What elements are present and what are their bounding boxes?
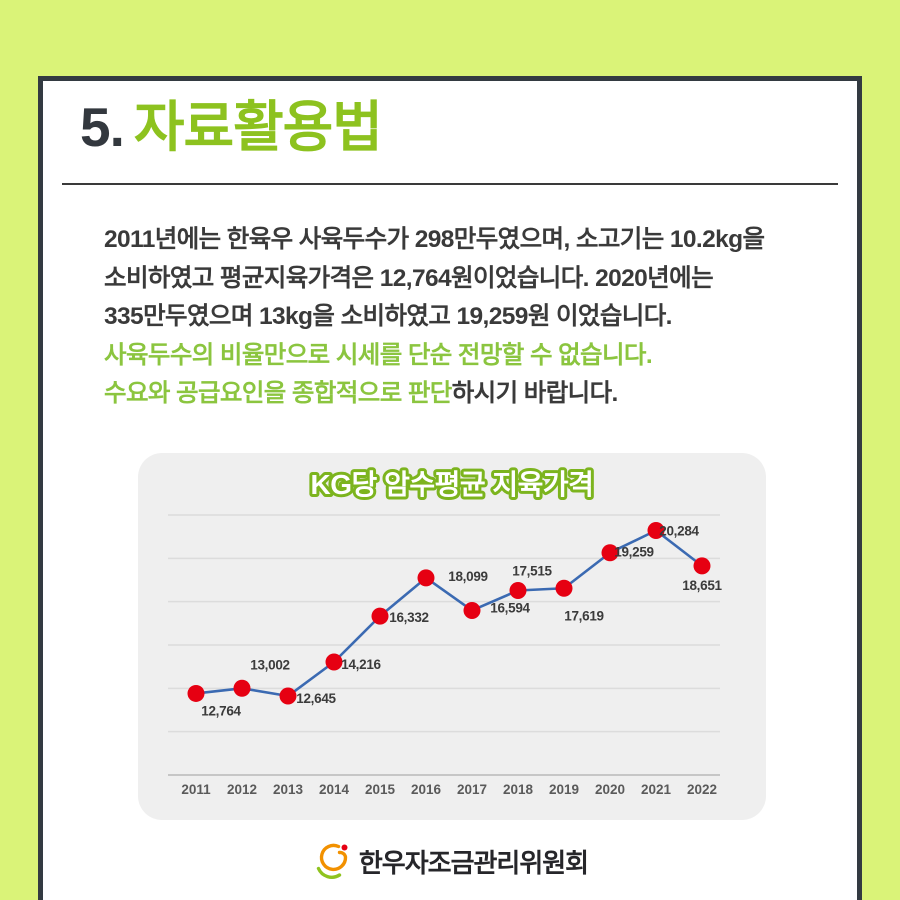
- price-line-chart: 2011 2012 2013 2014 2015 2016 2017 2018 2019 2020…: [168, 466, 723, 797]
- value-label-2018: 17,515: [512, 564, 552, 579]
- x-tick-2020: 2020: [595, 782, 625, 797]
- content-card: 5. 자료활용법 2011년에는 한육우 사육두수가 298만두였으며, 소고기는…: [38, 76, 862, 900]
- x-tick-2013: 2013: [273, 782, 304, 797]
- data-point-2014: [325, 653, 343, 671]
- x-tick-2018: 2018: [503, 782, 534, 797]
- value-label-2019: 17,619: [564, 608, 604, 623]
- paragraph-line-5-rest: 하시기 바랍니다.: [451, 380, 619, 408]
- hanwoo-emblem-icon: [316, 843, 348, 879]
- value-label-2015: 16,332: [389, 610, 429, 625]
- body-paragraph: 2011년에는 한육우 사육두수가 298만두였으며, 소고기는 10.2kg을…: [104, 221, 834, 414]
- x-tick-2011: 2011: [181, 782, 211, 797]
- data-point-2012: [233, 679, 251, 697]
- x-tick-2015: 2015: [365, 782, 396, 797]
- price-chart-panel: 2011 2012 2013 2014 2015 2016 2017 2018 2019 2020…: [138, 453, 766, 820]
- data-point-2019: [555, 579, 573, 597]
- value-label-2016: 18,099: [448, 569, 488, 584]
- value-label-2017: 16,594: [490, 600, 530, 615]
- value-label-2012: 13,002: [250, 657, 290, 672]
- data-point-2016: [417, 569, 435, 587]
- data-point-2017: [463, 601, 481, 619]
- page-title-text: 자료활용법: [133, 96, 383, 158]
- title-divider: [62, 183, 838, 185]
- paragraph-line-4-highlight: 사육두수의 비율만으로 시세를 단순 전망할 수 없습니다.: [104, 341, 653, 369]
- x-tick-2017: 2017: [457, 782, 487, 797]
- chart-gridlines: [168, 514, 720, 776]
- x-tick-2019: 2019: [549, 782, 579, 797]
- value-label-2022: 18,651: [682, 578, 722, 593]
- paragraph-line-3: 335만두였으며 13kg을 소비하였고 19,259원 이었습니다.: [104, 303, 672, 331]
- chart-x-axis-labels: 2011 2012 2013 2014 2015 2016 2017 2018 2019 2020…: [181, 782, 717, 797]
- chart-value-labels: 12,764 13,002 12,645 14,216 16,332 18,099 16,5…: [201, 524, 723, 719]
- x-tick-2022: 2022: [687, 782, 717, 797]
- data-point-2020: [601, 544, 619, 562]
- value-label-2013: 12,645: [296, 691, 336, 706]
- value-label-2020: 19,259: [614, 545, 654, 560]
- paragraph-line-5-highlight: 수요와 공급요인을 종합적으로 판단: [104, 380, 452, 408]
- page-title: 5. 자료활용법: [80, 95, 383, 159]
- data-point-2022: [693, 557, 711, 575]
- data-point-2013: [279, 687, 297, 705]
- logo-red-dot: [341, 844, 348, 851]
- data-point-2015: [371, 607, 389, 625]
- x-tick-2021: 2021: [641, 782, 672, 797]
- data-point-2011: [187, 684, 205, 702]
- paragraph-line-1: 2011년에는 한육우 사육두수가 298만두였으며, 소고기는 10.2kg을: [104, 226, 765, 253]
- value-label-2011: 12,764: [201, 703, 241, 718]
- chart-series: [187, 522, 711, 705]
- value-label-2014: 14,216: [341, 657, 381, 672]
- data-point-2018: [509, 582, 527, 600]
- x-tick-2016: 2016: [411, 782, 442, 797]
- footer-logo: 한우자조금관리위원회: [43, 833, 857, 889]
- chart-title: KG당 암수평균 지육가격: [311, 469, 594, 500]
- data-point-2021: [647, 522, 665, 540]
- x-tick-2012: 2012: [227, 782, 257, 797]
- page-title-number: 5.: [80, 96, 125, 158]
- paragraph-line-2: 소비하였고 평균지육가격은 12,764원이었습니다. 2020년에는: [104, 264, 714, 292]
- x-tick-2014: 2014: [319, 782, 350, 797]
- value-label-2021: 20,284: [659, 524, 699, 539]
- footer-logo-text: 한우자조금관리위원회: [358, 847, 589, 878]
